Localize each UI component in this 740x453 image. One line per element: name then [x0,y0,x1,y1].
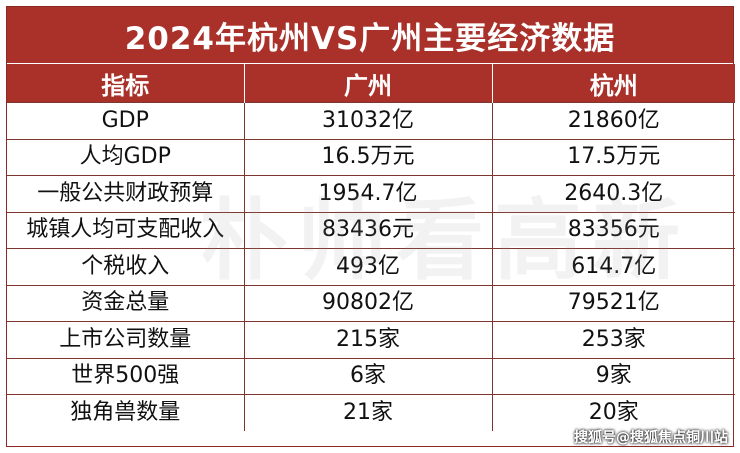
cell-hangzhou: 17.5万元 [491,138,735,176]
cell-indicator: 人均GDP [7,138,244,176]
table-row: GDP 31032亿 21860亿 [7,102,735,139]
cell-hangzhou: 9家 [491,357,735,395]
table-row: 独角兽数量 21家 20家 [7,394,735,431]
cell-guangzhou: 215家 [243,321,492,358]
data-table-container: 2024年杭州VS广州主要经济数据 指标 广州 杭州 GDP 31032亿 21… [6,6,735,447]
cell-guangzhou: 6家 [243,357,492,395]
cell-indicator: 上市公司数量 [7,321,244,358]
cell-guangzhou: 1954.7亿 [243,175,492,212]
cell-indicator: 一般公共财政预算 [7,175,244,212]
cell-guangzhou: 493亿 [243,248,492,285]
cell-guangzhou: 16.5万元 [243,138,492,176]
cell-guangzhou: 90802亿 [243,284,492,322]
cell-hangzhou: 614.7亿 [491,248,735,285]
cell-hangzhou: 2640.3亿 [491,175,735,212]
cell-hangzhou: 83356元 [491,211,735,249]
header-indicator: 指标 [7,64,244,103]
table-row: 上市公司数量 215家 253家 [7,321,735,358]
table-row: 个税收入 493亿 614.7亿 [7,248,735,285]
table-row: 一般公共财政预算 1954.7亿 2640.3亿 [7,175,735,212]
cell-guangzhou: 83436元 [243,211,492,249]
table-row: 世界500强 6家 9家 [7,357,735,395]
cell-indicator: 独角兽数量 [7,394,244,431]
cell-guangzhou: 21家 [243,394,492,431]
cell-hangzhou: 253家 [491,321,735,358]
cell-hangzhou: 20家 [491,394,735,431]
economic-data-table: 指标 广州 杭州 GDP 31032亿 21860亿 人均GDP 16.5万元 … [7,64,735,431]
cell-guangzhou: 31032亿 [243,102,492,139]
header-guangzhou: 广州 [243,64,492,103]
cell-indicator: 城镇人均可支配收入 [7,211,244,249]
source-credit: 搜狐号@搜狐焦点铜川站 [574,430,728,446]
table-row: 城镇人均可支配收入 83436元 83356元 [7,211,735,249]
table-row: 资金总量 90802亿 79521亿 [7,284,735,322]
cell-indicator: 个税收入 [7,248,244,285]
cell-indicator: 资金总量 [7,284,244,322]
cell-hangzhou: 79521亿 [491,284,735,322]
header-hangzhou: 杭州 [491,64,735,103]
table-row: 人均GDP 16.5万元 17.5万元 [7,138,735,176]
cell-indicator: GDP [7,102,244,139]
header-row: 指标 广州 杭州 [7,64,735,103]
cell-indicator: 世界500强 [7,357,244,395]
cell-hangzhou: 21860亿 [491,102,735,139]
table-title: 2024年杭州VS广州主要经济数据 [7,7,733,64]
